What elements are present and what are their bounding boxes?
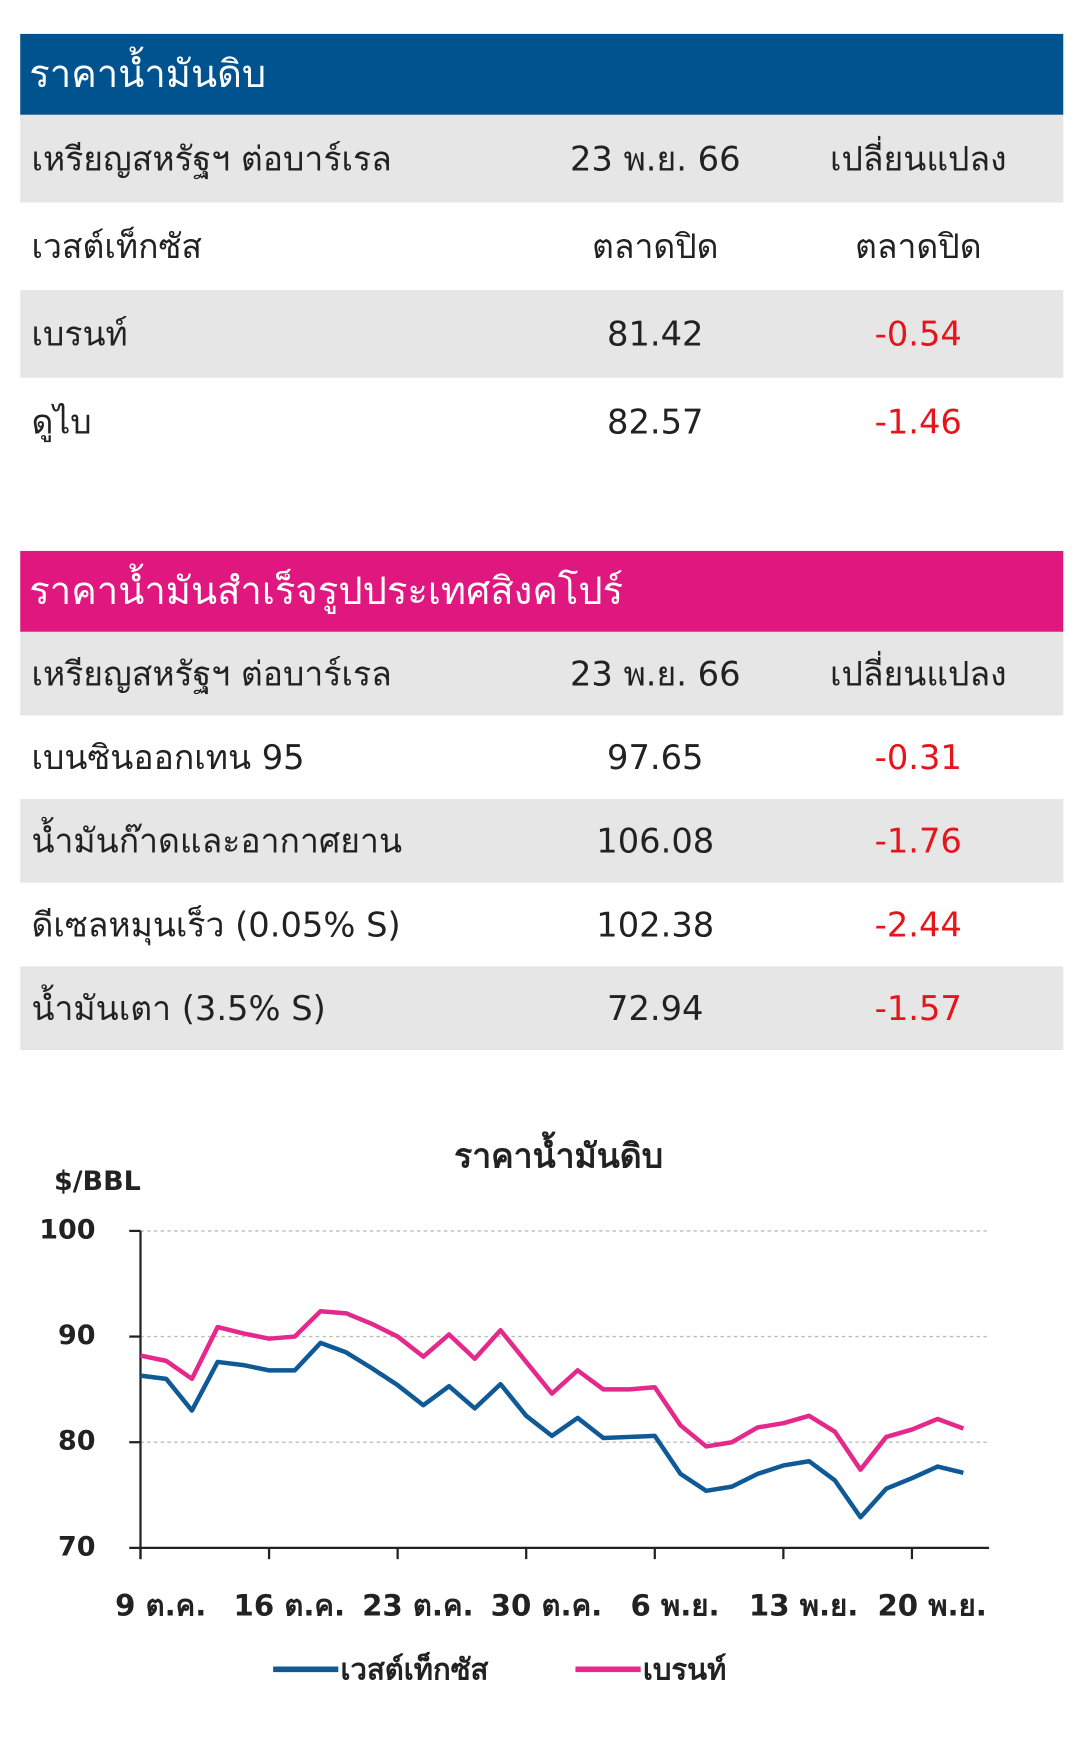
series-line (140, 1340, 964, 1520)
y-axis-label: $/BBL (54, 1166, 141, 1197)
table-cell: เหรียญสหรัฐฯ ต่อบาร์เรล (31, 139, 391, 179)
table-title-bar (20, 550, 1064, 632)
x-tick-label: 20 พ.ย. (877, 1588, 986, 1622)
table-cell: ดูไบ (31, 402, 91, 442)
table-cell: 102.38 (596, 905, 714, 944)
table-cell: 72.94 (607, 989, 704, 1028)
table-cell: เปลี่ยนแปลง (830, 650, 1007, 693)
y-tick-label: 90 (58, 1320, 96, 1351)
table-cell: ตลาดปิด (592, 227, 719, 266)
table-cell: 23 พ.ย. 66 (570, 139, 741, 178)
table-title: ราคาน้ำมันสำเร็จรูปประเทศสิงคโปร์ (29, 563, 623, 614)
table-title: ราคาน้ำมันดิบ (29, 46, 266, 97)
table-cell: เบรนท์ (31, 315, 127, 354)
table-row-bg (20, 631, 1064, 716)
table-cell: ดีเซลหมุนเร็ว (0.05% S) (31, 904, 400, 945)
table-cell: -1.76 (875, 822, 962, 861)
table-cell: เวสต์เท็กซัส (31, 226, 202, 266)
table-cell: น้ำมันก๊าดและอากาศยาน (31, 817, 402, 861)
chart-title: ราคาน้ำมันดิบ (454, 1130, 663, 1175)
table-cell: เปลี่ยนแปลง (830, 135, 1007, 178)
x-tick-label: 6 พ.ย. (630, 1588, 719, 1622)
legend-label: เบรนท์ (643, 1653, 726, 1687)
table-cell: -0.54 (875, 315, 962, 354)
y-tick-label: 80 (58, 1426, 96, 1457)
y-tick-label: 100 (39, 1214, 95, 1245)
table-cell: -0.31 (875, 738, 962, 777)
x-tick-label: 16 ต.ค. (234, 1588, 346, 1622)
table-cell: 81.42 (607, 315, 704, 354)
table-cell: 82.57 (607, 402, 704, 441)
table-cell: -2.44 (875, 905, 962, 944)
table-row-bg (20, 799, 1064, 883)
table-cell: 97.65 (607, 738, 704, 777)
table-cell: 106.08 (596, 822, 714, 861)
table-row-bg (20, 114, 1064, 203)
table-cell: เหรียญสหรัฐฯ ต่อบาร์เรล (31, 654, 391, 694)
y-tick-label: 70 (58, 1531, 96, 1562)
table-cell: เบนซินออกเทน 95 (31, 738, 304, 777)
table-cell: -1.57 (875, 989, 962, 1028)
table-cell: น้ำมันเตา (3.5% S) (31, 984, 325, 1028)
legend-label: เวสต์เท็กซัส (341, 1652, 489, 1687)
table-row-bg (20, 290, 1064, 378)
x-tick-label: 9 ต.ค. (115, 1588, 206, 1622)
table-row-bg (20, 966, 1064, 1050)
table-cell: 23 พ.ย. 66 (570, 654, 741, 693)
x-tick-label: 13 พ.ย. (749, 1588, 858, 1622)
series-line (140, 1308, 965, 1472)
table-cell: ตลาดปิด (855, 227, 982, 266)
table-title-bar (20, 33, 1064, 115)
x-tick-label: 23 ต.ค. (362, 1588, 474, 1622)
table-cell: -1.46 (875, 402, 962, 441)
x-tick-label: 30 ต.ค. (491, 1588, 603, 1622)
